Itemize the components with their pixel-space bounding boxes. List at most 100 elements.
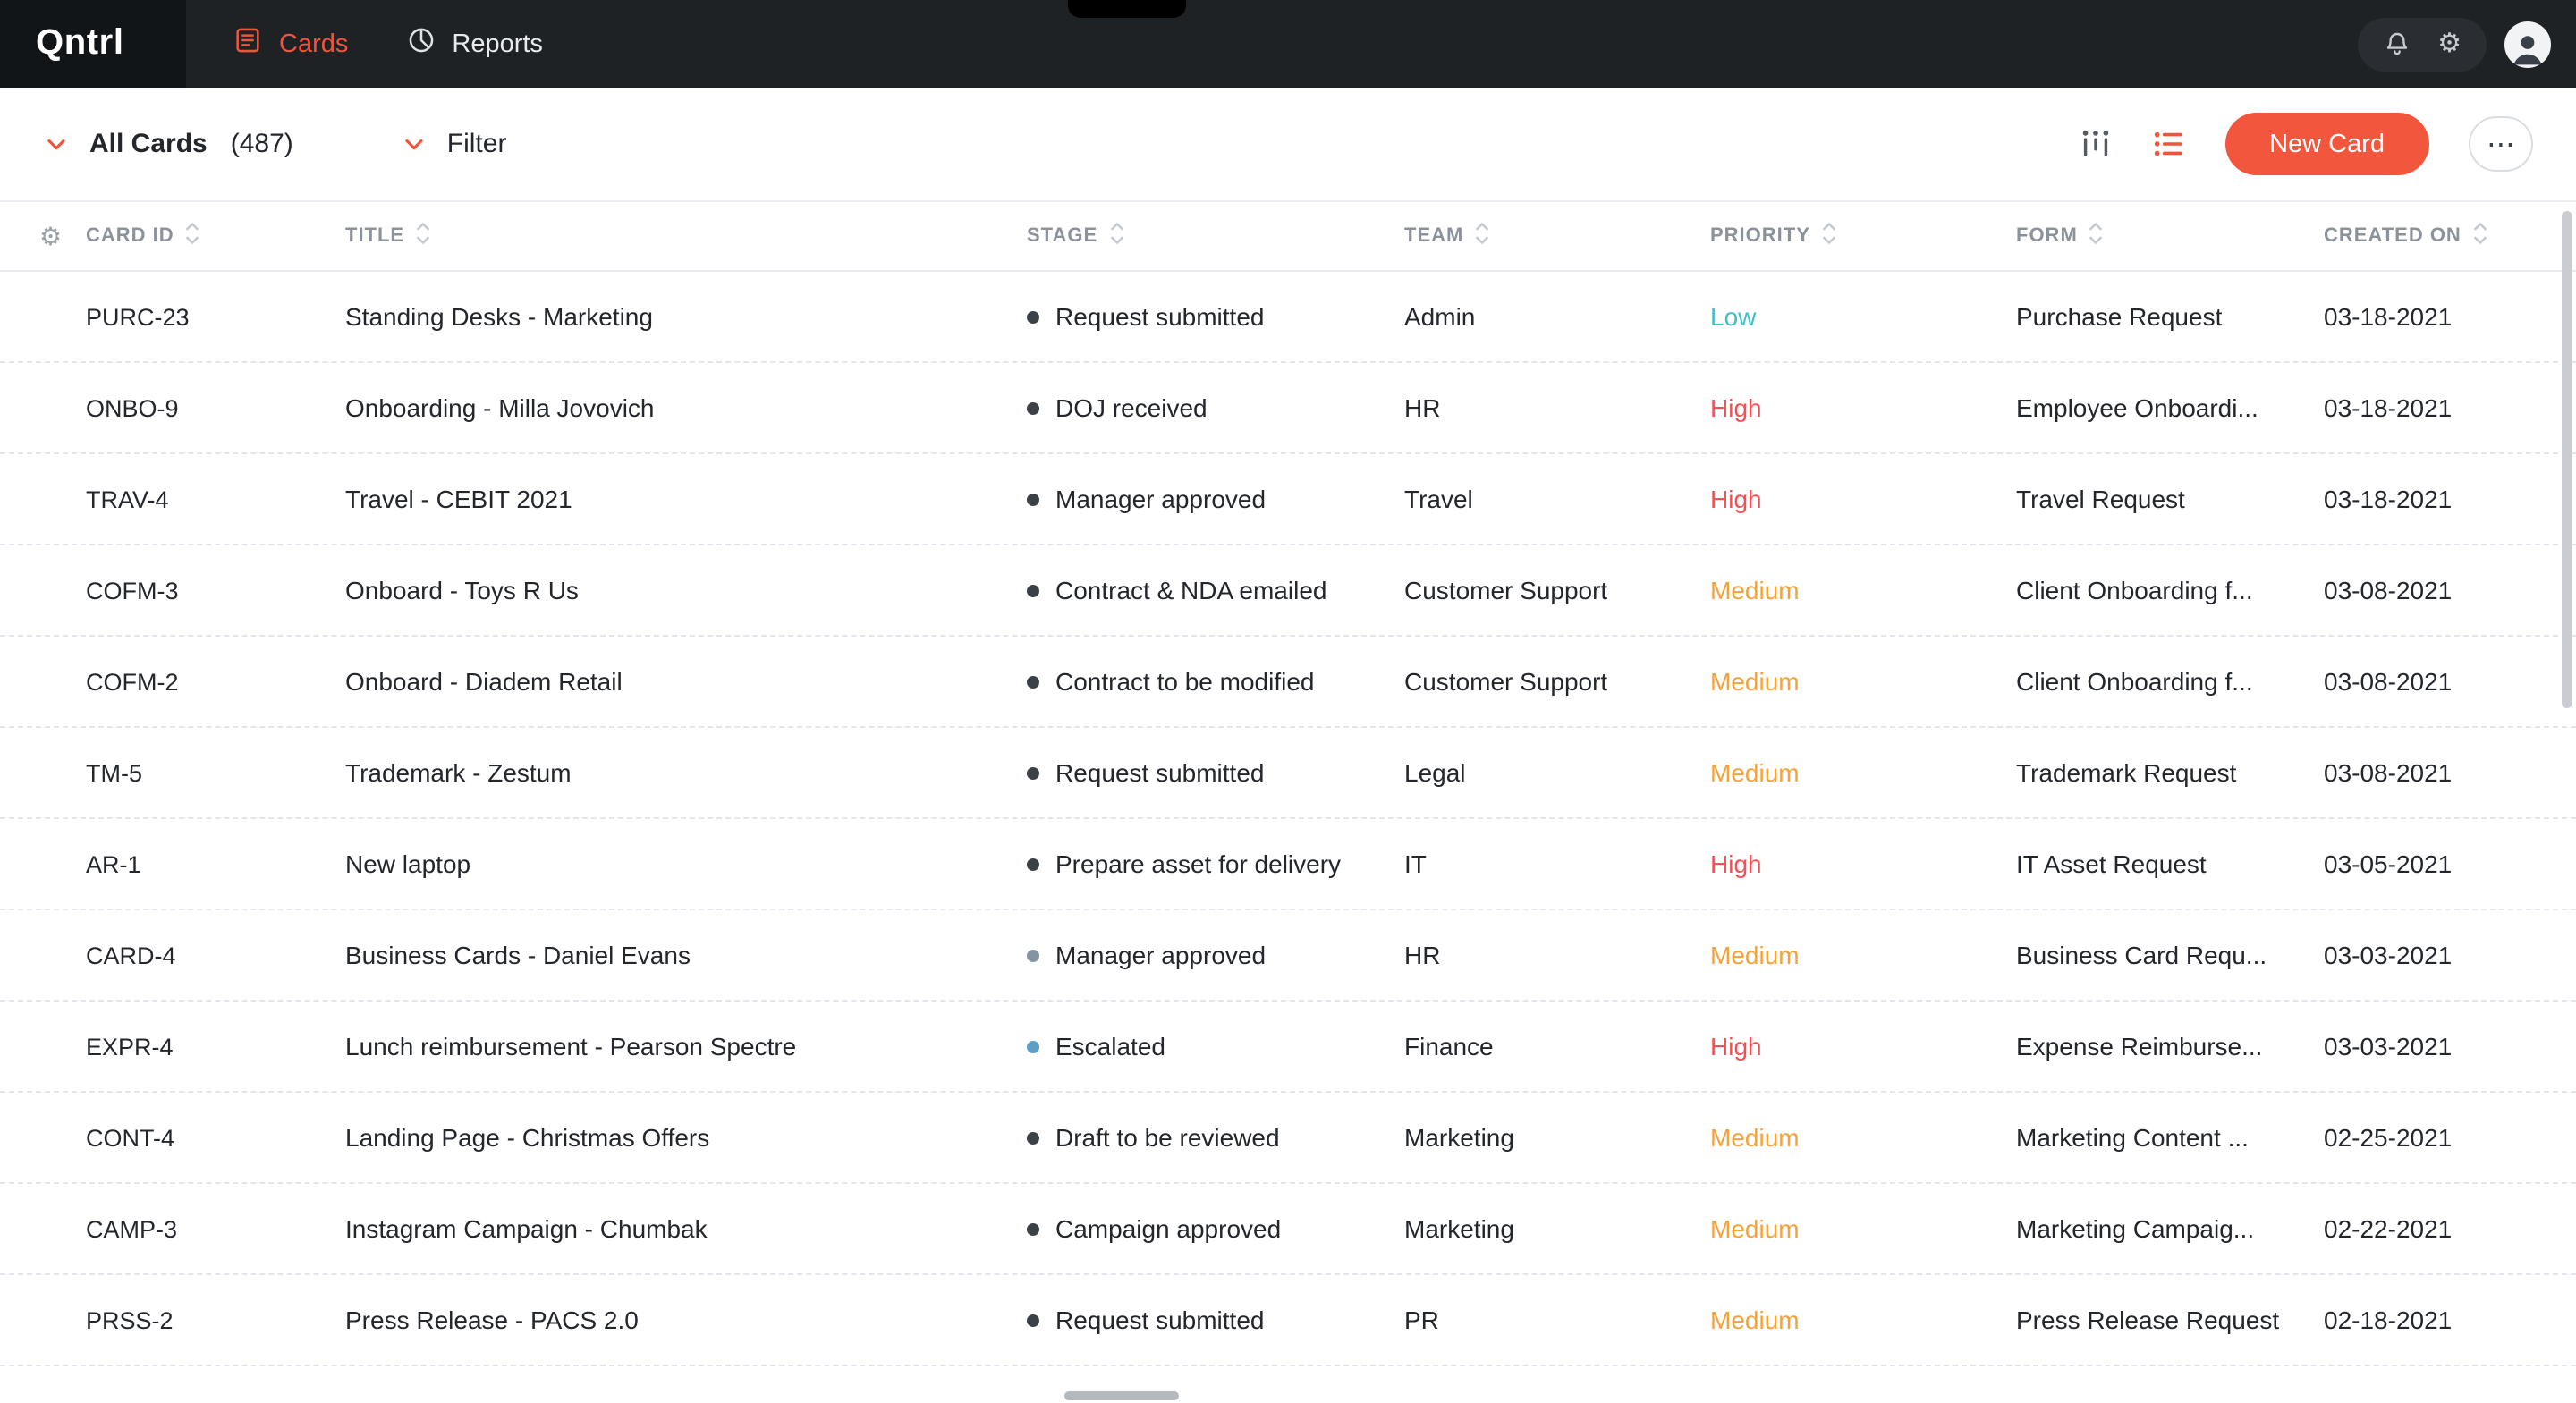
topbar: Qntrl Cards Reports ⚙	[0, 0, 2576, 88]
horizontal-scrollbar[interactable]	[1064, 1390, 1179, 1399]
cell-priority: High	[1710, 393, 1762, 422]
cell-created-on: 03-03-2021	[2324, 1032, 2453, 1061]
cell-title: New laptop	[345, 849, 471, 878]
sort-icon	[1108, 222, 1124, 250]
stage-dot	[1027, 1040, 1039, 1052]
cell-priority: Low	[1710, 302, 1757, 331]
cell-priority: High	[1710, 1032, 1762, 1061]
table-row[interactable]: COFM-2 Onboard - Diadem Retail Contract …	[0, 637, 2576, 728]
cell-form: Client Onboarding f...	[2016, 667, 2253, 696]
stage-label: DOJ received	[1055, 393, 1208, 422]
cell-card-id: CARD-4	[86, 942, 176, 968]
table-row[interactable]: EXPR-4 Lunch reimbursement - Pearson Spe…	[0, 1002, 2576, 1093]
board-view-icon[interactable]	[2078, 127, 2112, 161]
new-card-button[interactable]: New Card	[2224, 113, 2429, 175]
vertical-scrollbar[interactable]	[2562, 211, 2572, 708]
cell-title: Onboard - Diadem Retail	[345, 667, 623, 696]
cell-card-id: COFM-3	[86, 577, 179, 604]
cell-form: IT Asset Request	[2016, 849, 2207, 878]
cell-title: Travel - CEBIT 2021	[345, 485, 572, 513]
view-selector[interactable]: All Cards (487)	[47, 129, 293, 159]
notifications-icon[interactable]	[2382, 30, 2411, 58]
more-options-button[interactable]: ⋯	[2469, 116, 2533, 172]
cell-stage: Request submitted	[1027, 1306, 1404, 1334]
cell-created-on: 03-08-2021	[2324, 667, 2453, 696]
table-header: ⚙ CARD ID TITLE STAGE TEAM PRIORITY FORM	[0, 202, 2576, 272]
cell-card-id: AR-1	[86, 850, 141, 877]
cell-created-on: 02-25-2021	[2324, 1123, 2453, 1152]
cell-team: Travel	[1404, 485, 1473, 513]
table-row[interactable]: ONBO-9 Onboarding - Milla Jovovich DOJ r…	[0, 363, 2576, 454]
cell-stage: Manager approved	[1027, 485, 1404, 513]
stage-label: Manager approved	[1055, 941, 1267, 969]
cell-stage: Manager approved	[1027, 941, 1404, 969]
table-row[interactable]: TM-5 Trademark - Zestum Request submitte…	[0, 728, 2576, 819]
cell-priority: Medium	[1710, 576, 1800, 604]
cell-title: Business Cards - Daniel Evans	[345, 941, 691, 969]
stage-dot	[1027, 493, 1039, 505]
sort-icon	[415, 222, 431, 250]
cell-created-on: 03-18-2021	[2324, 485, 2453, 513]
reports-icon	[405, 25, 436, 63]
app-logo[interactable]: Qntrl	[0, 0, 186, 88]
cell-priority: High	[1710, 849, 1762, 878]
filter-label: Filter	[446, 129, 507, 159]
cell-created-on: 02-22-2021	[2324, 1214, 2453, 1243]
cell-title: Instagram Campaign - Chumbak	[345, 1214, 708, 1243]
cell-title: Standing Desks - Marketing	[345, 302, 653, 331]
list-view-icon[interactable]	[2151, 127, 2185, 161]
app-logo-text: Qntrl	[36, 23, 124, 63]
column-header-label: CARD ID	[86, 225, 174, 247]
cell-created-on: 03-05-2021	[2324, 849, 2453, 878]
cell-stage: Draft to be reviewed	[1027, 1123, 1404, 1152]
column-settings-icon[interactable]: ⚙	[39, 222, 63, 250]
column-header-team[interactable]: TEAM	[1404, 222, 1710, 250]
stage-label: Escalated	[1055, 1032, 1165, 1061]
cell-priority: Medium	[1710, 941, 1800, 969]
stage-label: Manager approved	[1055, 485, 1267, 513]
table-row[interactable]: TRAV-4 Travel - CEBIT 2021 Manager appro…	[0, 454, 2576, 545]
column-header-created-on[interactable]: CREATED ON	[2324, 222, 2558, 250]
cell-team: Marketing	[1404, 1123, 1514, 1152]
column-header-form[interactable]: FORM	[2016, 222, 2324, 250]
stage-dot	[1027, 310, 1039, 323]
stage-dot	[1027, 401, 1039, 414]
column-header-card-id[interactable]: CARD ID	[86, 222, 345, 250]
table-row[interactable]: CONT-4 Landing Page - Christmas Offers D…	[0, 1093, 2576, 1184]
cell-stage: Contract to be modified	[1027, 667, 1404, 696]
column-header-label: TITLE	[345, 225, 405, 247]
stage-dot	[1027, 675, 1039, 688]
cell-card-id: TRAV-4	[86, 486, 169, 512]
cell-card-id: COFM-2	[86, 668, 179, 695]
table-row[interactable]: CARD-4 Business Cards - Daniel Evans Man…	[0, 910, 2576, 1002]
nav-tab-reports[interactable]: Reports	[377, 0, 572, 88]
sort-icon	[2089, 222, 2105, 250]
cell-team: HR	[1404, 941, 1441, 969]
cards-table: ⚙ CARD ID TITLE STAGE TEAM PRIORITY FORM	[0, 202, 2576, 1366]
cell-form: Employee Onboardi...	[2016, 393, 2258, 422]
table-row[interactable]: PRSS-2 Press Release - PACS 2.0 Request …	[0, 1275, 2576, 1366]
table-row[interactable]: COFM-3 Onboard - Toys R Us Contract & ND…	[0, 545, 2576, 637]
avatar[interactable]	[2504, 21, 2551, 67]
filter-selector[interactable]: Filter	[404, 129, 507, 159]
cell-form: Press Release Request	[2016, 1306, 2280, 1334]
column-header-label: PRIORITY	[1710, 225, 1810, 247]
column-header-title[interactable]: TITLE	[345, 222, 1027, 250]
cell-created-on: 03-18-2021	[2324, 302, 2453, 331]
cell-priority: Medium	[1710, 1123, 1800, 1152]
nav-tab-cards[interactable]: Cards	[204, 0, 377, 88]
cell-team: Admin	[1404, 302, 1476, 331]
settings-icon[interactable]: ⚙	[2437, 29, 2462, 59]
stage-label: Draft to be reviewed	[1055, 1123, 1280, 1152]
table-row[interactable]: PURC-23 Standing Desks - Marketing Reque…	[0, 272, 2576, 363]
table-row[interactable]: CAMP-3 Instagram Campaign - Chumbak Camp…	[0, 1184, 2576, 1275]
table-row[interactable]: AR-1 New laptop Prepare asset for delive…	[0, 819, 2576, 910]
cell-card-id: EXPR-4	[86, 1033, 174, 1060]
stage-dot	[1027, 1314, 1039, 1326]
column-header-stage[interactable]: STAGE	[1027, 222, 1404, 250]
cards-icon	[233, 25, 263, 63]
column-header-priority[interactable]: PRIORITY	[1710, 222, 2016, 250]
cell-title: Onboard - Toys R Us	[345, 576, 579, 604]
cell-form: Business Card Requ...	[2016, 941, 2267, 969]
